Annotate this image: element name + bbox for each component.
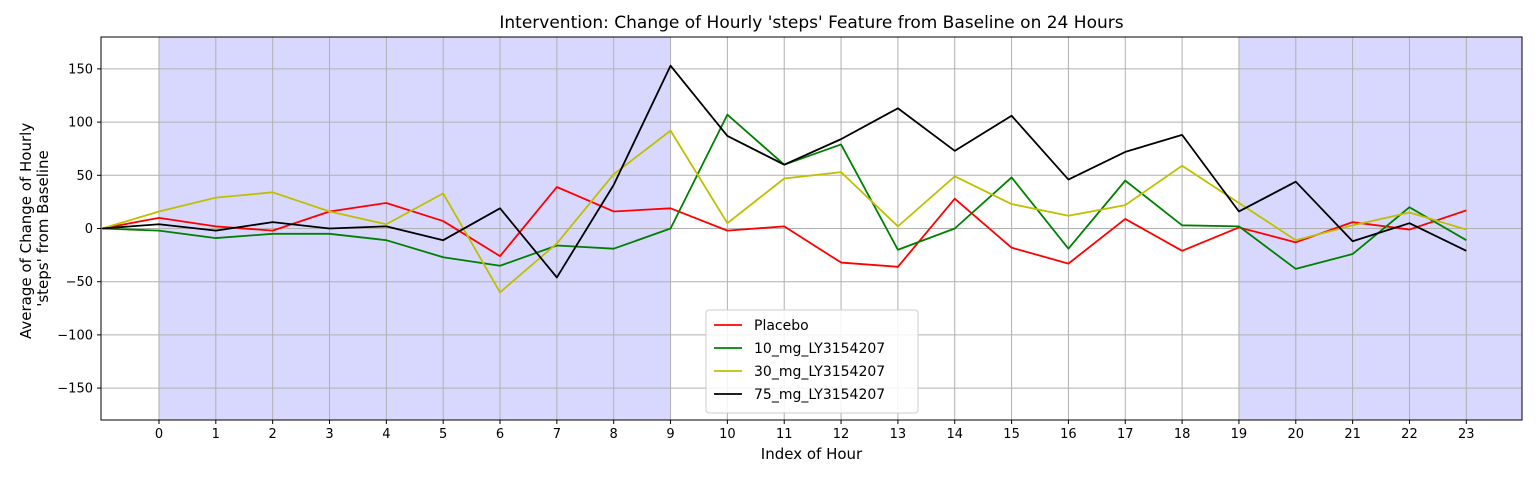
x-tick-label: 2 bbox=[269, 427, 277, 442]
y-axis-title: Average of Change of Hourly 'steps' from… bbox=[17, 118, 52, 339]
legend: Placebo 10_mg_LY3154207 30_mg_LY3154207 75_… bbox=[705, 309, 919, 414]
x-tick-label: 1 bbox=[212, 427, 220, 442]
legend-entry-label: Placebo bbox=[754, 318, 809, 334]
y-tick-label: 100 bbox=[68, 116, 93, 131]
x-tick-label: 5 bbox=[439, 427, 447, 442]
x-tick-label: 8 bbox=[610, 427, 618, 442]
y-tick-label: 0 bbox=[85, 222, 93, 237]
y-axis-title-line-2: 'steps' from Baseline bbox=[34, 150, 52, 307]
x-tick-label: 6 bbox=[496, 427, 504, 442]
series-line-75-mg-ly3154207 bbox=[102, 64, 1467, 279]
x-axis-title: Index of Hour bbox=[761, 445, 863, 463]
legend-entry-label: 30_mg_LY3154207 bbox=[754, 364, 885, 380]
series-lines bbox=[101, 64, 1467, 294]
x-tick-label: 3 bbox=[325, 427, 333, 442]
x-tick-label: 14 bbox=[946, 427, 963, 442]
y-axis-title-line-1: Average of Change of Hourly bbox=[17, 123, 35, 339]
x-tick-label: 22 bbox=[1401, 427, 1418, 442]
x-tick-label: 17 bbox=[1117, 427, 1134, 442]
y-tick-label: −100 bbox=[57, 328, 93, 343]
x-tick-label: 19 bbox=[1231, 427, 1248, 442]
x-tick-label: 10 bbox=[719, 427, 736, 442]
series-line-30-mg-ly3154207 bbox=[101, 129, 1467, 294]
x-tick-label: 0 bbox=[155, 427, 163, 442]
x-tick-label: 12 bbox=[833, 427, 850, 442]
grid-lines bbox=[101, 37, 1522, 420]
legend-entry-label: 10_mg_LY3154207 bbox=[754, 341, 885, 357]
x-tick-label: 9 bbox=[666, 427, 674, 442]
x-tick-label: 4 bbox=[382, 427, 390, 442]
y-tick-label: 50 bbox=[76, 169, 93, 184]
x-tick-label: 16 bbox=[1060, 427, 1077, 442]
y-tick-label: 150 bbox=[68, 62, 93, 77]
x-tick-label: 23 bbox=[1458, 427, 1475, 442]
x-tick-label: 18 bbox=[1174, 427, 1191, 442]
legend-entry-label: 75_mg_LY3154207 bbox=[754, 387, 885, 403]
x-tick-label: 7 bbox=[553, 427, 561, 442]
x-axis-ticks: 0 1 2 3 4 5 6 7 8 9 10 11 12 13 14 15 16 17 18 19 20 21 22 23 bbox=[155, 420, 1475, 442]
y-tick-label: −50 bbox=[66, 275, 93, 290]
y-axis-ticks: 150 100 50 0 −50 −100 −150 bbox=[57, 62, 101, 397]
x-tick-label: 13 bbox=[890, 427, 907, 442]
legend-box bbox=[705, 309, 919, 414]
chart-title: Intervention: Change of Hourly 'steps' F… bbox=[499, 13, 1123, 33]
x-tick-label: 20 bbox=[1288, 427, 1305, 442]
x-tick-label: 15 bbox=[1003, 427, 1020, 442]
x-tick-label: 21 bbox=[1344, 427, 1361, 442]
x-tick-label: 11 bbox=[776, 427, 793, 442]
y-tick-label: −150 bbox=[57, 382, 93, 397]
